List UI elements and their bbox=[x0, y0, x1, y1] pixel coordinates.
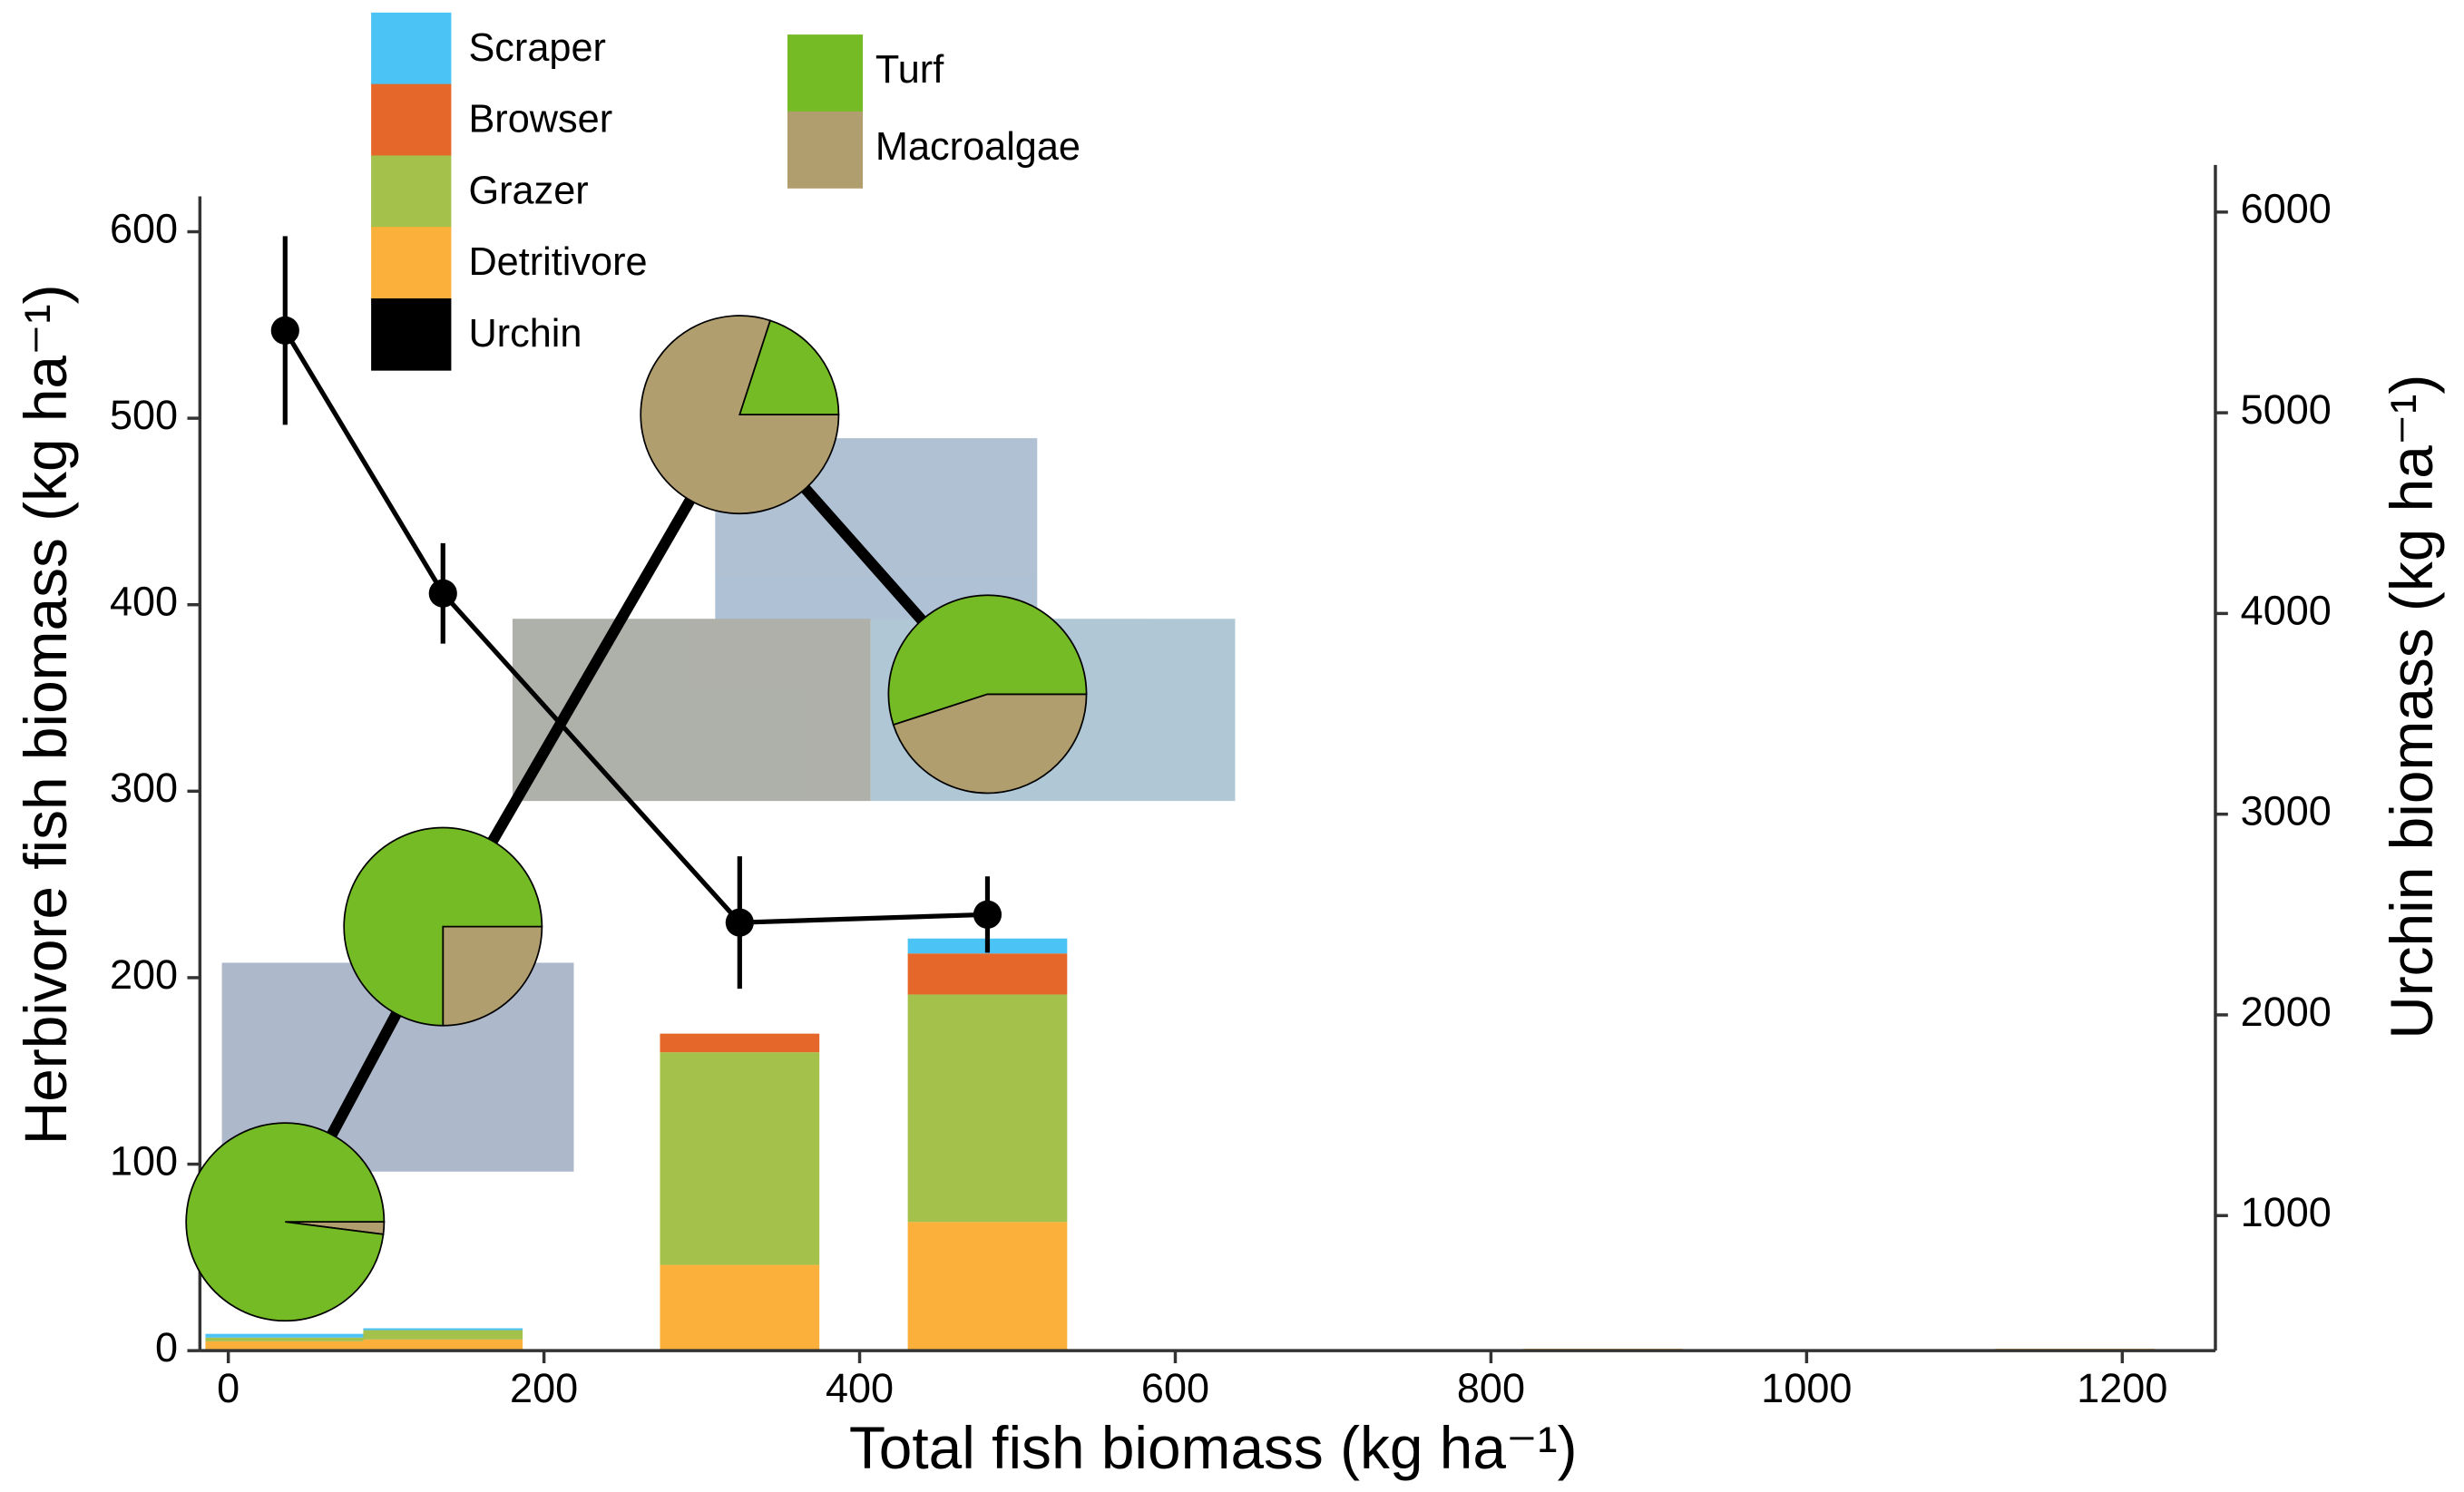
bar-segment bbox=[205, 1341, 366, 1351]
y-axis-title: Herbivore fish biomass (kg ha⁻¹) bbox=[12, 284, 79, 1145]
y-tick-label: 100 bbox=[110, 1137, 178, 1184]
legend-swatch bbox=[371, 155, 452, 229]
urchin-point bbox=[973, 900, 1002, 929]
y2-tick-label: 2000 bbox=[2241, 989, 2332, 1035]
legend-swatch bbox=[371, 227, 452, 299]
y2-axis-title: Urchin biomass (kg ha⁻¹) bbox=[2378, 375, 2445, 1039]
pie-slice bbox=[442, 925, 543, 1027]
urchin-line bbox=[283, 329, 988, 925]
legend-label: Turf bbox=[875, 48, 944, 92]
legend-label: Macroalgae bbox=[875, 125, 1080, 169]
x-tick-label: 200 bbox=[510, 1365, 578, 1411]
y-tick-label: 0 bbox=[155, 1324, 178, 1370]
bar-segment bbox=[660, 1052, 820, 1265]
bar-segment bbox=[907, 953, 1068, 995]
y2-tick-label: 6000 bbox=[2241, 186, 2332, 232]
y2-tick-label: 4000 bbox=[2241, 587, 2332, 633]
legend-swatch bbox=[371, 298, 452, 371]
x-tick-label: 400 bbox=[826, 1365, 894, 1411]
legend-label: Detritivore bbox=[468, 240, 647, 284]
x-tick-label: 1000 bbox=[1761, 1365, 1852, 1411]
y2-tick-label: 3000 bbox=[2241, 788, 2332, 834]
x-tick-label: 0 bbox=[217, 1365, 240, 1411]
y-tick-label: 400 bbox=[110, 579, 178, 625]
pie-slice bbox=[343, 826, 543, 1027]
pie-slice bbox=[738, 319, 840, 416]
legend-swatch bbox=[787, 111, 864, 189]
y-tick-label: 300 bbox=[110, 765, 178, 811]
y2-tick-label: 1000 bbox=[2241, 1189, 2332, 1235]
bar-segment bbox=[363, 1330, 523, 1340]
legend-label: Scraper bbox=[468, 26, 606, 70]
x-axis-title: Total fish biomass (kg ha⁻¹) bbox=[849, 1414, 1578, 1481]
legend-swatch bbox=[371, 12, 452, 85]
pie-slice bbox=[887, 594, 1088, 726]
y2-tick-label: 5000 bbox=[2241, 386, 2332, 433]
y-tick-label: 600 bbox=[110, 205, 178, 251]
urchin-point bbox=[725, 908, 754, 937]
urchin-point bbox=[270, 316, 299, 345]
urchin-point bbox=[428, 579, 457, 608]
y-tick-label: 200 bbox=[110, 951, 178, 998]
x-tick-label: 800 bbox=[1457, 1365, 1525, 1411]
legend-swatch bbox=[371, 83, 452, 157]
x-tick-label: 1200 bbox=[2077, 1365, 2167, 1411]
bar-segment bbox=[907, 1222, 1068, 1351]
bar-segment bbox=[363, 1339, 523, 1351]
bar-segment bbox=[205, 1333, 366, 1338]
bars bbox=[205, 938, 2155, 1351]
legend-label: Grazer bbox=[468, 169, 588, 212]
bar-segment bbox=[660, 1033, 820, 1053]
legend-swatch bbox=[787, 34, 864, 112]
legend-label: Urchin bbox=[468, 312, 582, 356]
pie-connector bbox=[279, 405, 992, 1225]
bar-segment bbox=[907, 994, 1068, 1223]
y-tick-label: 500 bbox=[110, 392, 178, 438]
bar-segment bbox=[363, 1328, 523, 1331]
bar-segment bbox=[205, 1337, 366, 1341]
pie-slice bbox=[185, 1122, 386, 1322]
pie-slice bbox=[892, 693, 1088, 795]
x-tick-label: 600 bbox=[1141, 1365, 1209, 1411]
legend-label: Browser bbox=[468, 98, 612, 141]
bar-segment bbox=[660, 1264, 820, 1351]
